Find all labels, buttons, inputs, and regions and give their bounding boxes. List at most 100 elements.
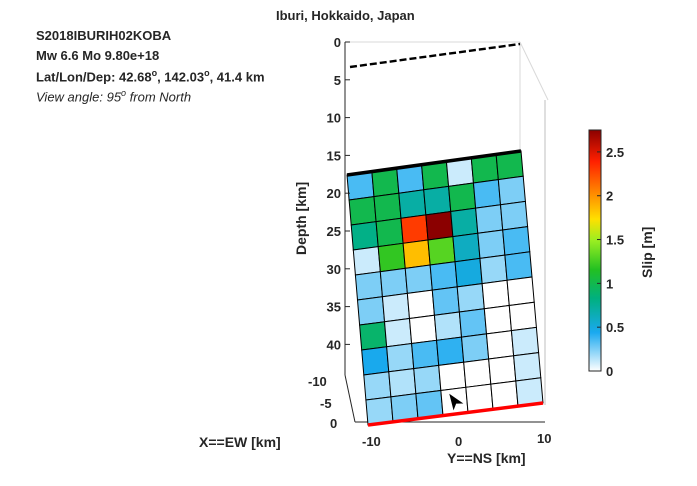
colorbar-tick: 0.5 [606,320,624,335]
slip-patch [479,254,508,285]
colorbar-tick-labels: 0 0.5 1 1.5 2 2.5 [597,145,624,379]
fault-bottom-edge [367,401,544,427]
view-angle: View angle: 95o from North [36,88,191,104]
ew-tick: -5 [320,396,332,411]
slip-patch [423,185,452,216]
slip-patch [352,246,381,276]
degree-mark: o [151,68,158,78]
slip-patch [398,189,427,219]
slip-patch [502,226,531,256]
depth-tick: 5 [334,73,341,88]
slip-patch [508,301,537,332]
slip-patch [497,175,526,206]
slip-patch [384,317,413,348]
location-lon: , 142.03 [157,69,205,85]
view-angle-suffix: from North [126,89,192,105]
magnitude-moment: Mw 6.6 Mo 9.80e+18 [36,48,160,63]
view-angle-prefix: View angle: 95 [36,89,122,105]
slip-patch [458,308,488,338]
slip-patch [402,239,431,269]
slip-patch [411,339,440,370]
depth-tick: 40 [327,337,341,352]
slip-patch [454,257,483,288]
slip-patch [450,207,479,238]
slip-patch [359,321,388,351]
colorbar-tick: 2 [606,189,613,204]
depth-tick: 30 [327,262,341,277]
slip-patch [388,368,417,398]
slip-patch [477,229,506,259]
fault-top-edge [346,149,522,177]
slip-patch [406,289,435,320]
slip-patch [485,330,515,360]
depth-tick: 10 [327,111,341,126]
slip-patch [481,279,510,310]
colorbar-tick: 1 [606,276,613,291]
colorbar-tick: 1.5 [606,233,624,248]
slip-patch [386,342,415,373]
slip-patch [433,311,463,341]
colorbar-tick: 0 [606,364,613,379]
slip-patch [506,276,535,307]
colorbar [588,129,602,372]
ns-axis-label: Y==NS [km] [447,450,526,466]
slip-patch [463,358,492,388]
depth-tick: 20 [327,186,341,201]
slip-patch [504,251,533,281]
slip-patch [472,179,502,209]
slip-patch [452,232,481,263]
ew-tick: -10 [308,374,327,389]
slip-patch [404,264,433,294]
depth-tick: 0 [334,35,341,50]
depth-tick-labels: 0 5 10 15 20 25 30 35 40 [327,35,350,352]
slip-patch [350,221,379,251]
slip-patch [400,214,429,244]
slip-patch [460,333,490,363]
slip-patch [356,296,386,326]
slip-patch [499,200,529,231]
slip-patch [456,283,485,313]
slip-patch [431,286,460,316]
depth-tick: 35 [327,300,341,315]
depth-axis-label: Depth [km] [293,182,309,255]
slip-patch [381,292,411,323]
slip-patch [488,355,517,385]
slip-patch [361,346,390,376]
slip-patch [363,371,392,401]
slip-patch [429,261,458,291]
slip-patch [510,326,540,357]
slip-patch [377,242,406,273]
depth-tick: 25 [327,224,341,239]
ns-tick: 10 [537,431,551,446]
degree-mark: o [204,68,210,78]
location-depth: , 41.4 km [209,69,265,85]
slip-patch [373,192,402,223]
event-id: S2018IBURIH02KOBA [36,28,172,43]
slip-patch [425,210,454,241]
location-lat: Lat/Lon/Dep: 42.68 [36,69,152,85]
slip-patch [379,267,408,298]
slip-patch [475,204,504,234]
slip-patch [375,217,404,248]
slip-patch [483,304,512,335]
chart-title: Iburi, Hokkaido, Japan [276,8,415,23]
degree-mark: o [121,88,127,98]
ns-tick-labels: -10 0 10 [362,431,551,449]
colorbar-tick: 2.5 [606,145,624,160]
slip-patch [438,361,467,392]
fault-patches [346,150,544,426]
depth-tick: 15 [327,148,341,163]
slip-patch [427,236,456,266]
ew-tick-labels: -10 -5 0 [308,374,337,431]
surface-trace [349,42,521,69]
colorbar-label: Slip [m] [639,227,655,278]
ns-tick: -10 [362,434,381,449]
slip-patch [354,271,383,301]
ns-tick: 0 [455,434,462,449]
slip-patch [348,196,377,226]
slip-patch [513,352,542,382]
slip-patch [448,182,477,213]
slip-patch [436,336,465,366]
ew-tick: 0 [330,416,337,431]
